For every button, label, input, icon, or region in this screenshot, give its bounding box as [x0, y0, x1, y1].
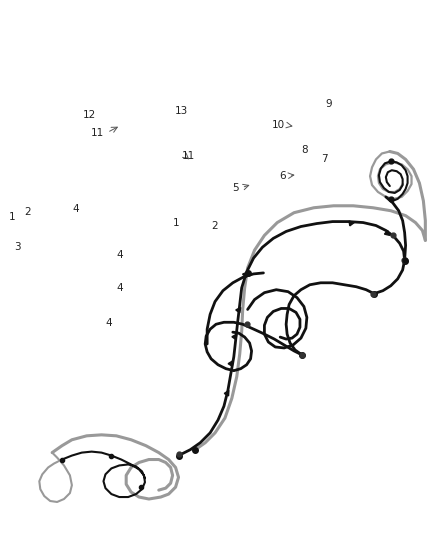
Polygon shape — [385, 230, 390, 236]
Text: 9: 9 — [325, 99, 332, 109]
Text: 4: 4 — [72, 204, 79, 214]
Text: 7: 7 — [321, 154, 328, 164]
Text: 6: 6 — [279, 171, 286, 181]
Polygon shape — [236, 308, 241, 313]
Text: 2: 2 — [24, 207, 31, 217]
Text: 11: 11 — [91, 127, 104, 138]
Text: 1: 1 — [173, 219, 179, 229]
Text: 11: 11 — [182, 150, 195, 160]
Text: 1: 1 — [9, 212, 16, 222]
Text: 12: 12 — [83, 110, 96, 120]
Polygon shape — [228, 361, 233, 366]
Polygon shape — [224, 390, 229, 396]
Text: 4: 4 — [106, 318, 112, 328]
Text: 8: 8 — [301, 146, 307, 155]
Text: 2: 2 — [211, 221, 218, 231]
Text: 4: 4 — [116, 283, 123, 293]
Text: 4: 4 — [116, 249, 123, 260]
Text: 13: 13 — [175, 106, 188, 116]
Polygon shape — [243, 272, 247, 277]
Text: 3: 3 — [14, 243, 21, 252]
Polygon shape — [232, 334, 237, 340]
Polygon shape — [349, 221, 354, 226]
Text: 10: 10 — [272, 120, 285, 131]
Text: 5: 5 — [232, 183, 239, 192]
